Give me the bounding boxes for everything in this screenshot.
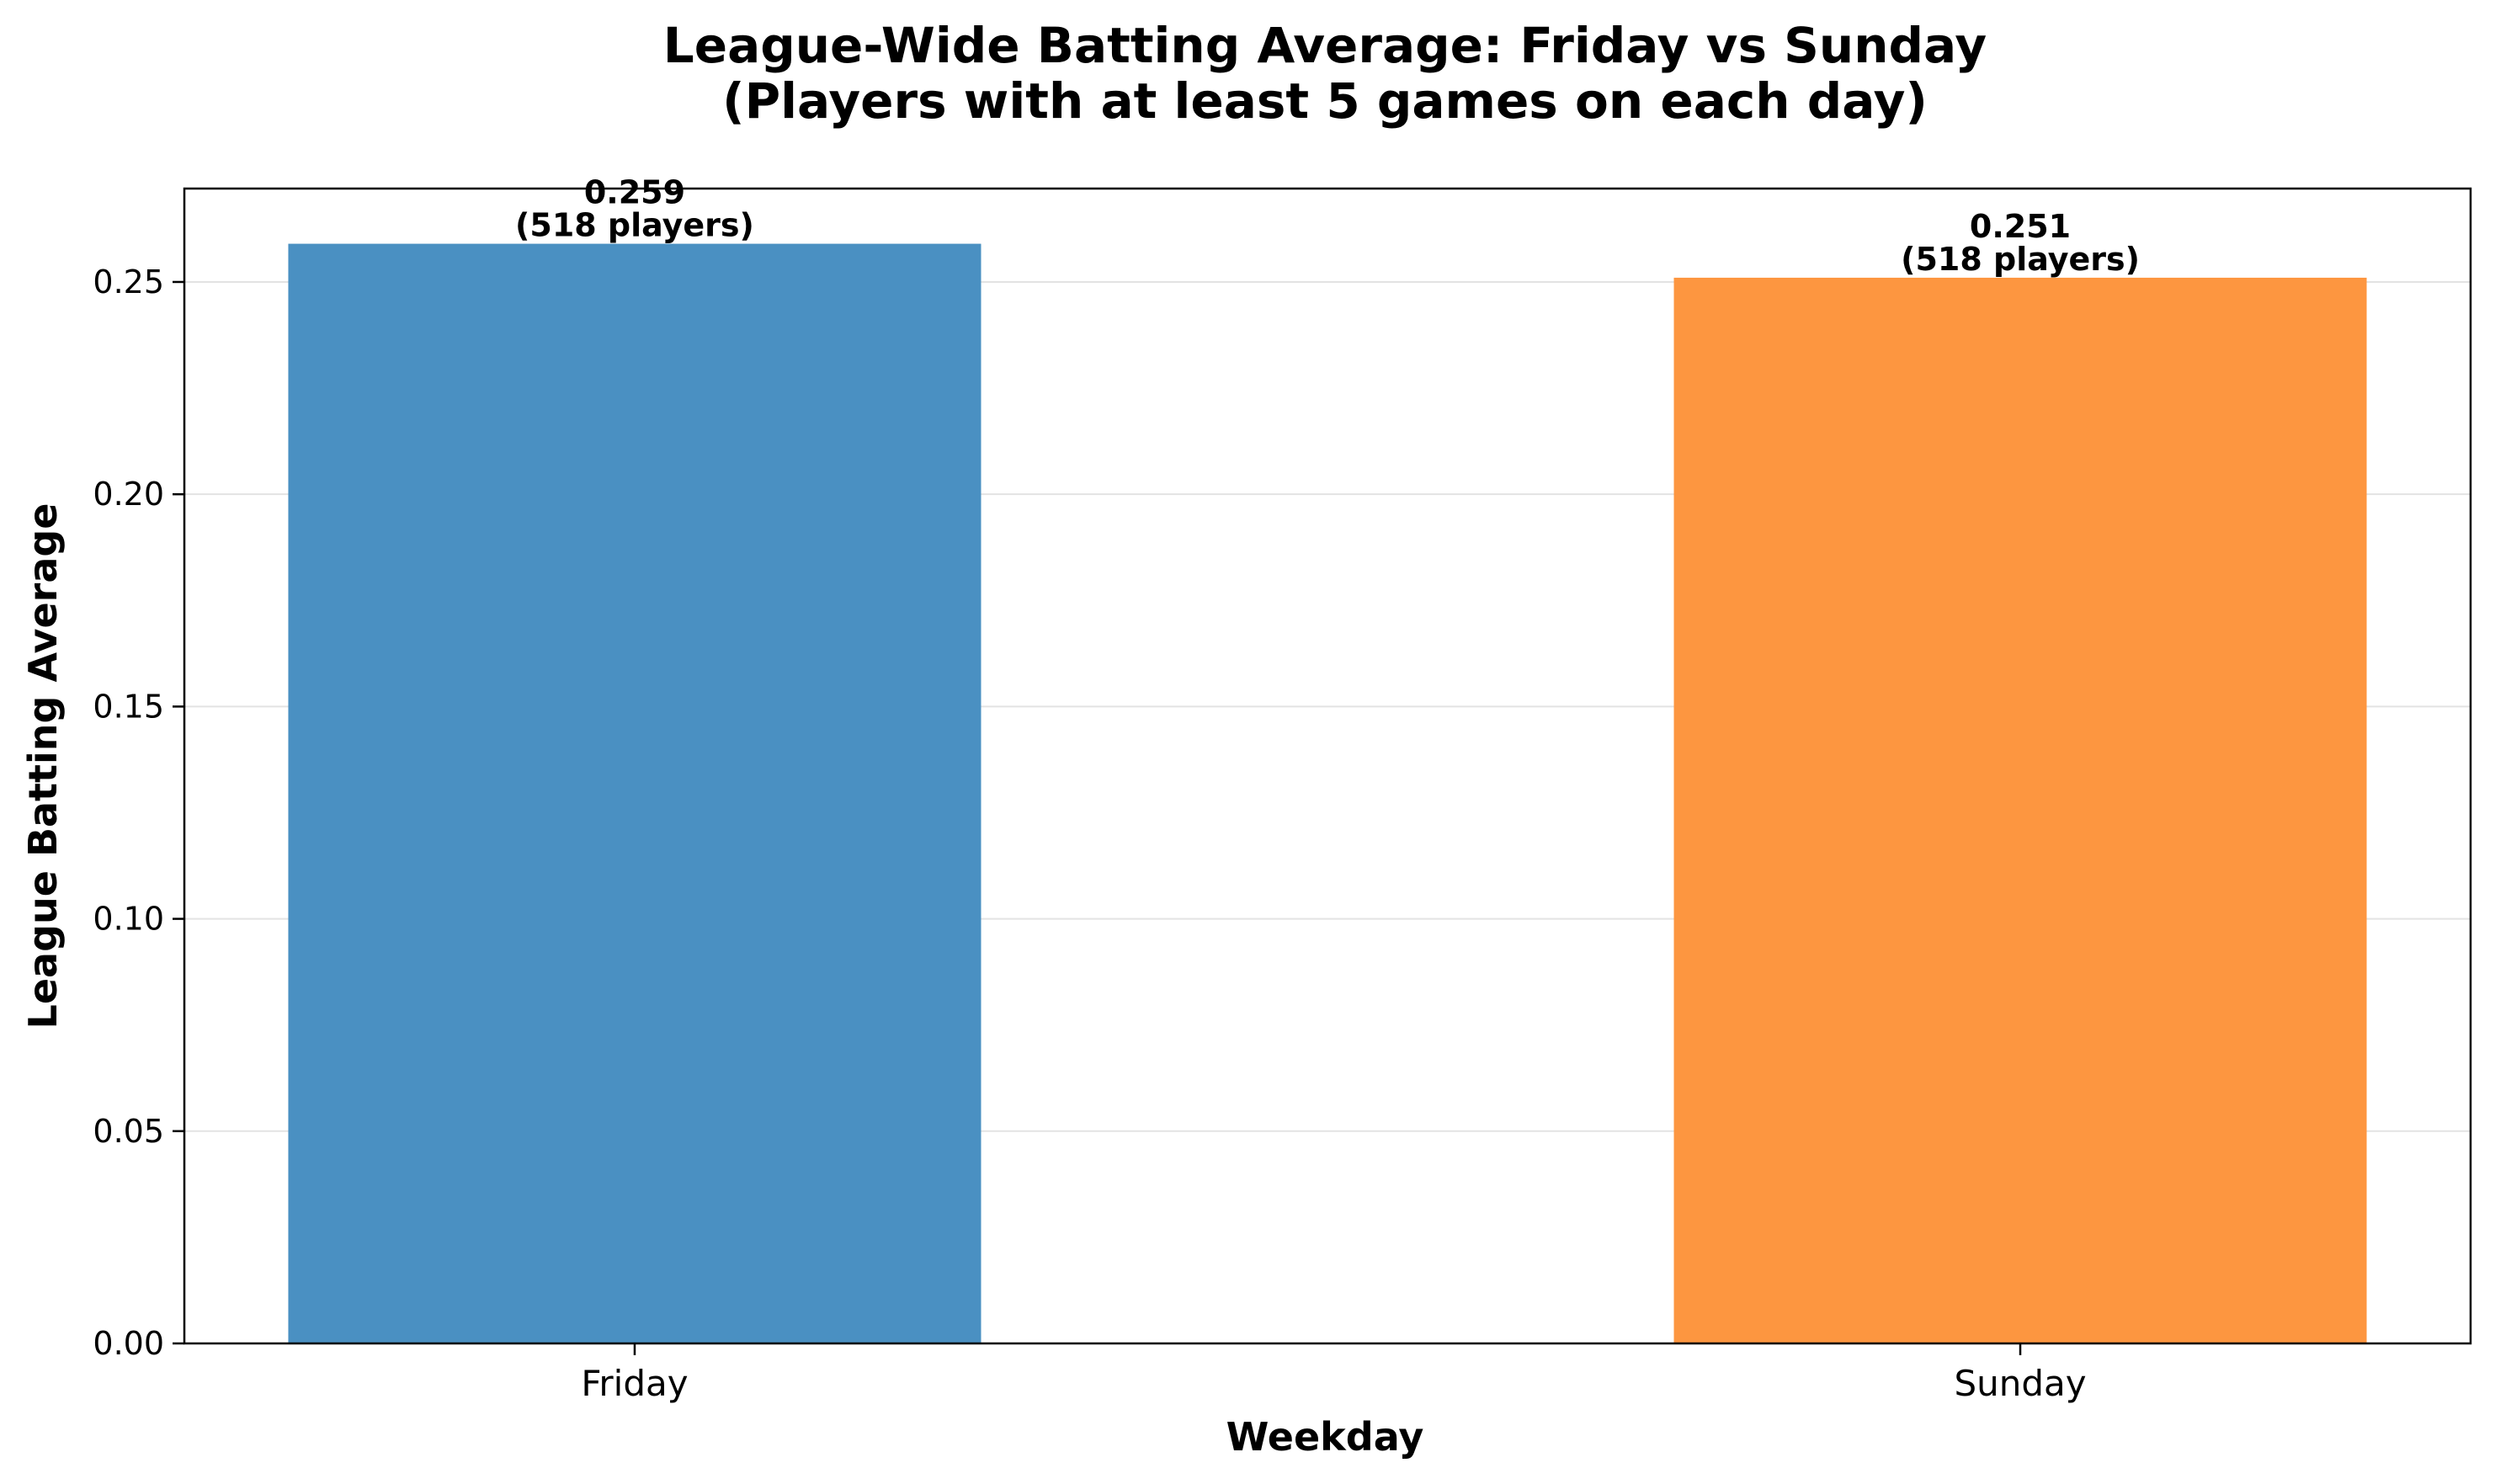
bar-sunday [1673,277,2367,1343]
x-tick-label: Sunday [1954,1363,2086,1404]
y-tick-label: 0.20 [93,476,164,513]
y-tick-label: 0.00 [93,1325,164,1362]
chart-subtitle: (Players with at least 5 games on each d… [722,72,1928,130]
bar-count-label: (518 players) [515,207,754,244]
plot-frame [183,187,2472,1345]
y-axis-ticks: 0.00 0.05 0.10 0.15 0.20 0.25 [93,263,184,1362]
bar-labels: 0.259(518 players) 0.251(518 players) [515,174,2140,278]
y-tick-label: 0.05 [93,1113,164,1150]
y-tick-label: 0.15 [93,688,164,725]
bar-value-label: 0.251 [1970,208,2071,245]
bar-value-label: 0.259 [584,174,685,211]
x-tick-label: Friday [581,1363,688,1404]
y-axis-label: League Batting Average [20,503,66,1029]
bars [288,243,2367,1344]
y-tick-label: 0.25 [93,263,164,301]
x-axis-label: Weekday [1226,1414,1424,1460]
bar-friday [288,243,982,1344]
chart-title: League-Wide Batting Average: Friday vs S… [663,17,1987,74]
x-axis-ticks: Friday Sunday [581,1343,2087,1404]
bar-count-label: (518 players) [1901,241,2140,278]
y-tick-label: 0.10 [93,901,164,938]
